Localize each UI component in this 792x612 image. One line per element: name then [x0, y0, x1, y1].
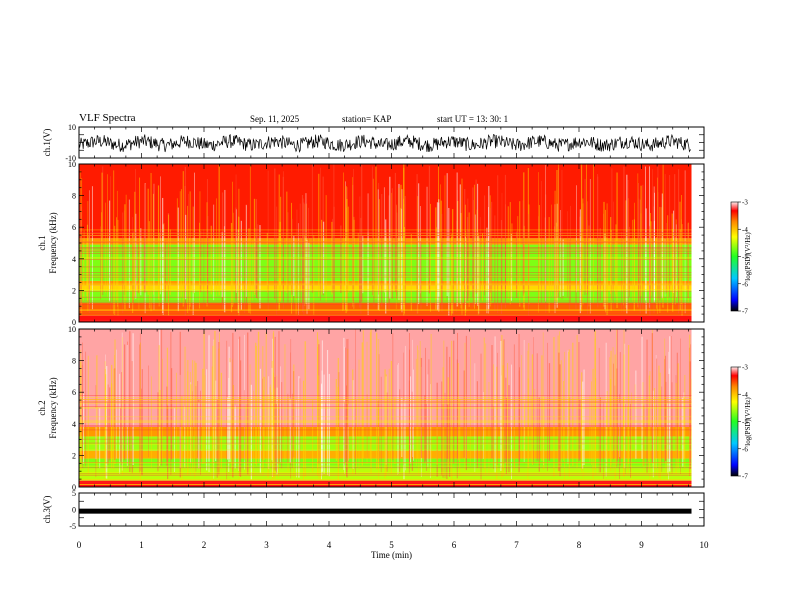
- date-label: Sep. 11, 2025: [250, 114, 300, 124]
- y-axis-label: Frequency (kHz): [48, 212, 58, 273]
- ch2-colorbar: -3 -4 -5 -6 -7 log(PSD)(V²/Hz): [730, 364, 752, 481]
- ch2-spectrogram-panel: 0 2 4 6 8 10 ch.2 Frequency (kHz): [37, 325, 705, 492]
- y-tick-label: 10: [68, 160, 76, 169]
- y-tick-label: -5: [69, 522, 76, 531]
- no-data-area: [691, 164, 704, 322]
- x-axis-label: Time (min): [371, 550, 412, 560]
- spectrum-band: [79, 480, 692, 487]
- panel-frame: [78, 126, 705, 159]
- colorbar-label: log(PSD)(V²/Hz): [744, 232, 752, 281]
- y-tick-label: 4: [72, 255, 76, 264]
- colorbar-label: log(PSD)(V²/Hz): [744, 397, 752, 446]
- colorbar-tick-label: -7: [742, 473, 748, 481]
- x-tick-label: 4: [327, 540, 332, 550]
- ch1-waveform-panel: 10 -10 ch.1(V): [42, 123, 705, 163]
- x-tick-label: 5: [389, 540, 394, 550]
- colorbar-tick-label: -3: [742, 364, 748, 372]
- colorbar-tick-label: -6: [742, 445, 748, 453]
- y-tick-label: 2: [72, 286, 76, 295]
- y-tick-label: 10: [68, 123, 76, 132]
- colorbar-tick-label: -6: [742, 280, 748, 288]
- x-tick-label: 2: [202, 540, 207, 550]
- panel-frame: [78, 492, 705, 527]
- x-tick-label: 1: [139, 540, 144, 550]
- x-tick-label: 8: [577, 540, 582, 550]
- colorbar-tick-label: -4: [742, 391, 748, 399]
- spectrum-band: [79, 315, 692, 322]
- x-tick-label: 7: [514, 540, 519, 550]
- ch1-spectrogram-panel: 0 2 4 6 8 10 ch.1 Frequency (kHz): [37, 160, 705, 327]
- y-tick-label: 8: [72, 192, 76, 201]
- y-axis-label: ch.2: [37, 400, 47, 415]
- x-tick-label: 10: [700, 540, 710, 550]
- colorbar-tick-label: -5: [742, 253, 748, 261]
- start-time-label: start UT = 13: 30: 1: [437, 114, 509, 124]
- y-tick-label: 10: [68, 325, 76, 334]
- y-tick-label: 0: [72, 483, 76, 492]
- x-tick-label: 9: [639, 540, 644, 550]
- colorbar-tick-label: -4: [742, 226, 748, 234]
- ch1-colorbar: -3 -4 -5 -6 -7 log(PSD)(V²/Hz): [730, 199, 752, 316]
- x-tick-label: 6: [452, 540, 457, 550]
- y-tick-label: 5: [72, 489, 76, 498]
- colorbar-tick-label: -3: [742, 199, 748, 207]
- y-tick-label: 2: [72, 451, 76, 460]
- y-tick-label: 4: [72, 420, 76, 429]
- station-label: station= KAP: [342, 114, 392, 124]
- y-tick-label: 0: [72, 506, 76, 515]
- y-axis-label: Frequency (kHz): [48, 377, 58, 438]
- y-axis-label: ch.1(V): [42, 129, 52, 157]
- panel-frame: [78, 328, 705, 488]
- waveform-trace: [79, 508, 692, 514]
- no-data-area: [691, 329, 704, 487]
- y-tick-label: 8: [72, 357, 76, 366]
- y-axis-label: ch.3(V): [42, 496, 52, 524]
- panel-frame: [78, 163, 705, 323]
- colorbar-tick-label: -7: [742, 308, 748, 316]
- y-tick-label: 6: [72, 223, 76, 232]
- x-tick-label: 0: [77, 540, 82, 550]
- figure-title: VLF Spectra: [79, 112, 136, 124]
- x-tick-label: 3: [264, 540, 269, 550]
- colorbar-tick-label: -5: [742, 418, 748, 426]
- colorbar-gradient: [730, 366, 739, 477]
- waveform-trace: [78, 133, 692, 153]
- y-tick-label: -10: [65, 154, 76, 163]
- y-tick-label: 0: [72, 318, 76, 327]
- y-tick-label: 6: [72, 388, 76, 397]
- y-axis-label: ch.1: [37, 235, 47, 250]
- colorbar-gradient: [730, 201, 739, 312]
